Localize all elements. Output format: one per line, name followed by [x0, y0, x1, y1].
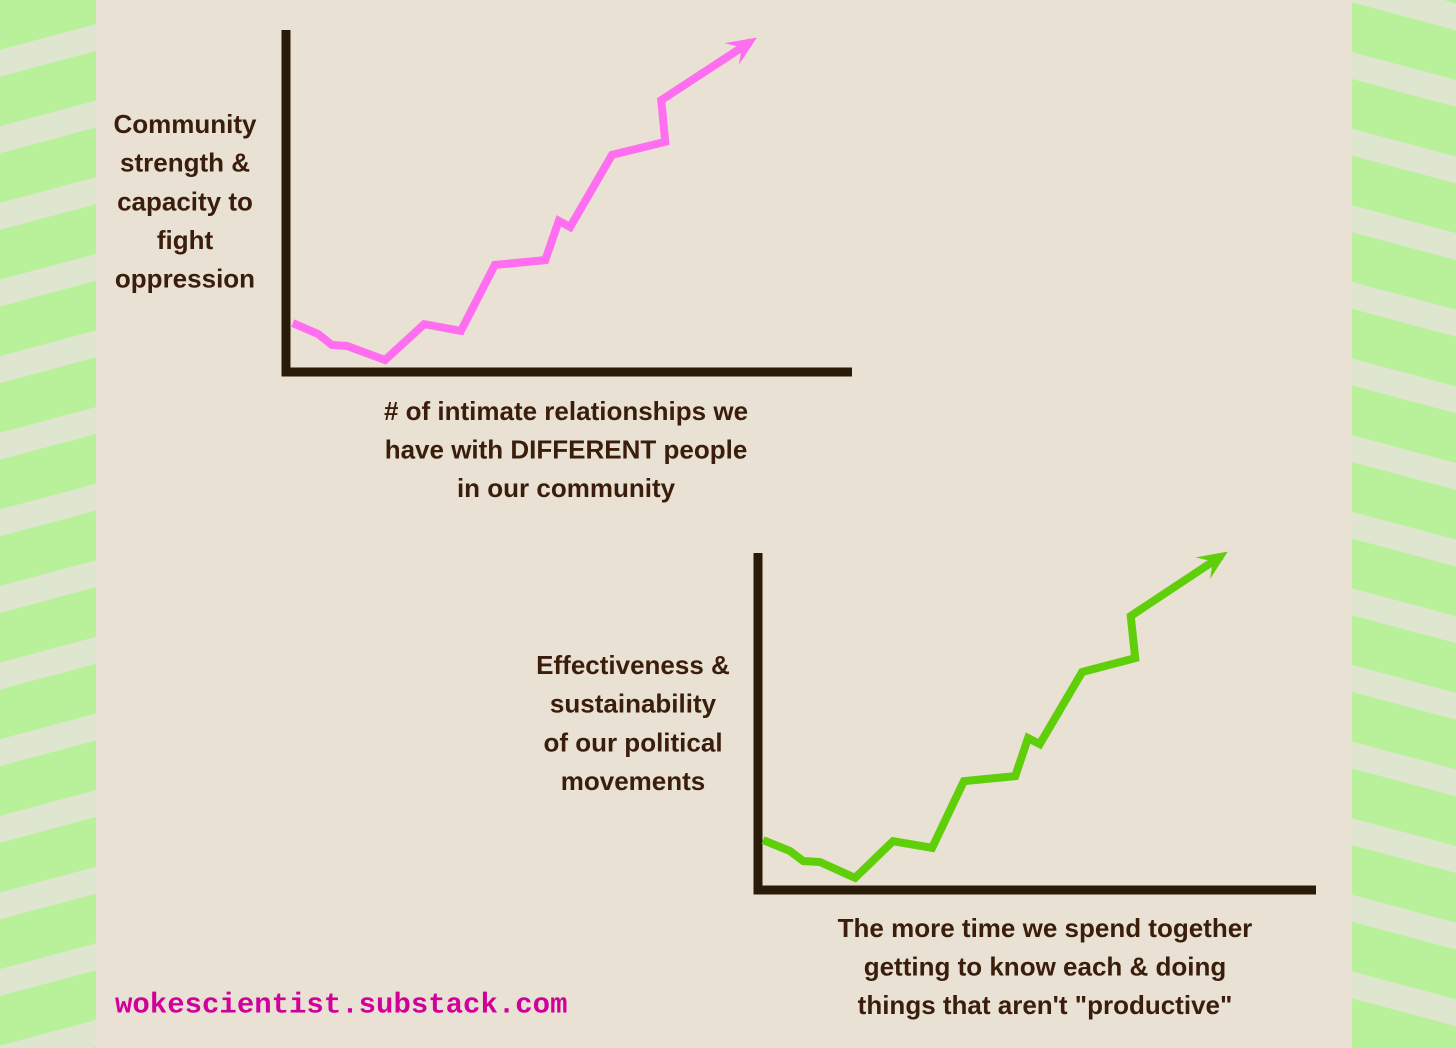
axes	[281, 30, 852, 377]
y-axis-label: oppression	[115, 264, 255, 294]
x-axis-label: in our community	[457, 473, 676, 503]
side-pattern	[0, 0, 96, 1048]
axes	[753, 553, 1316, 895]
y-axis-label: Community	[114, 109, 258, 139]
footer: wokescientist.substack.com	[115, 989, 567, 1022]
x-axis-label: things that aren't "productive"	[858, 990, 1233, 1020]
side-pattern	[1352, 0, 1456, 1048]
x-axis-label: have with DIFFERENT people	[385, 434, 748, 464]
data-line	[761, 552, 1224, 883]
x-axis-label: getting to know each & doing	[864, 951, 1227, 981]
arrowhead	[1195, 551, 1228, 580]
y-axis-label: movements	[561, 766, 706, 796]
y-axis-label: Effectiveness &	[536, 650, 730, 680]
y-axis-label: strength &	[120, 148, 250, 178]
arrowhead	[724, 37, 757, 65]
y-axis-label: capacity to	[117, 186, 253, 216]
y-axis-label: sustainability	[550, 689, 717, 719]
x-axis-label: # of intimate relationships we	[384, 396, 748, 426]
x-axis-label: The more time we spend together	[838, 913, 1253, 943]
data-line	[291, 38, 753, 365]
y-axis-label: of our political	[543, 727, 722, 757]
y-axis-label: fight	[157, 225, 214, 255]
